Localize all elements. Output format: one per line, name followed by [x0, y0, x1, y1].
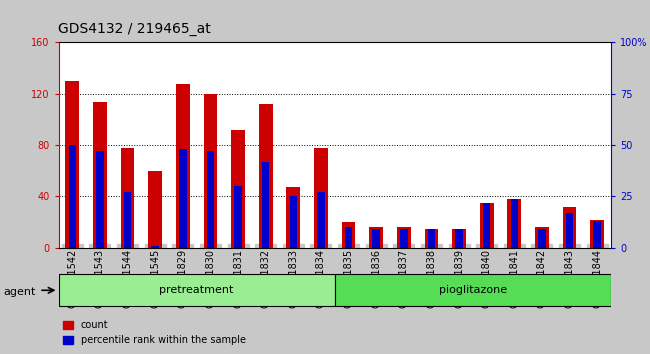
Text: agent: agent: [3, 287, 36, 297]
Bar: [121, 148, 135, 248]
Bar: [452, 229, 466, 248]
Bar: [234, 186, 242, 248]
Bar: [424, 229, 438, 248]
Bar: [287, 188, 300, 248]
Bar: [344, 227, 352, 248]
Bar: [455, 229, 463, 248]
Bar: [483, 202, 491, 248]
Bar: [96, 151, 104, 248]
Bar: [262, 161, 270, 248]
FancyBboxPatch shape: [58, 274, 335, 306]
Bar: [428, 229, 436, 248]
Bar: [148, 171, 162, 248]
Bar: [400, 229, 408, 248]
Bar: [342, 222, 356, 248]
Bar: [259, 104, 272, 248]
Bar: [397, 227, 411, 248]
Text: pioglitazone: pioglitazone: [439, 285, 507, 295]
Bar: [480, 203, 493, 248]
Bar: [66, 81, 79, 248]
Bar: [314, 148, 328, 248]
Bar: [508, 199, 521, 248]
Bar: [593, 221, 601, 248]
Bar: [538, 229, 546, 248]
Bar: [590, 219, 604, 248]
Bar: [203, 94, 217, 248]
Bar: [563, 207, 577, 248]
Bar: [68, 145, 76, 248]
Bar: [207, 151, 215, 248]
Bar: [369, 227, 383, 248]
Bar: [176, 84, 190, 248]
Text: pretreatment: pretreatment: [159, 285, 234, 295]
Bar: [535, 227, 549, 248]
Bar: [179, 149, 187, 248]
Bar: [510, 199, 518, 248]
Bar: [317, 192, 325, 248]
Bar: [151, 246, 159, 248]
Bar: [566, 213, 573, 248]
Bar: [289, 196, 297, 248]
Legend: count, percentile rank within the sample: count, percentile rank within the sample: [63, 320, 246, 345]
Bar: [231, 130, 245, 248]
Text: GDS4132 / 219465_at: GDS4132 / 219465_at: [58, 22, 211, 36]
Bar: [124, 192, 131, 248]
Bar: [93, 102, 107, 248]
FancyBboxPatch shape: [335, 274, 611, 306]
Bar: [372, 229, 380, 248]
